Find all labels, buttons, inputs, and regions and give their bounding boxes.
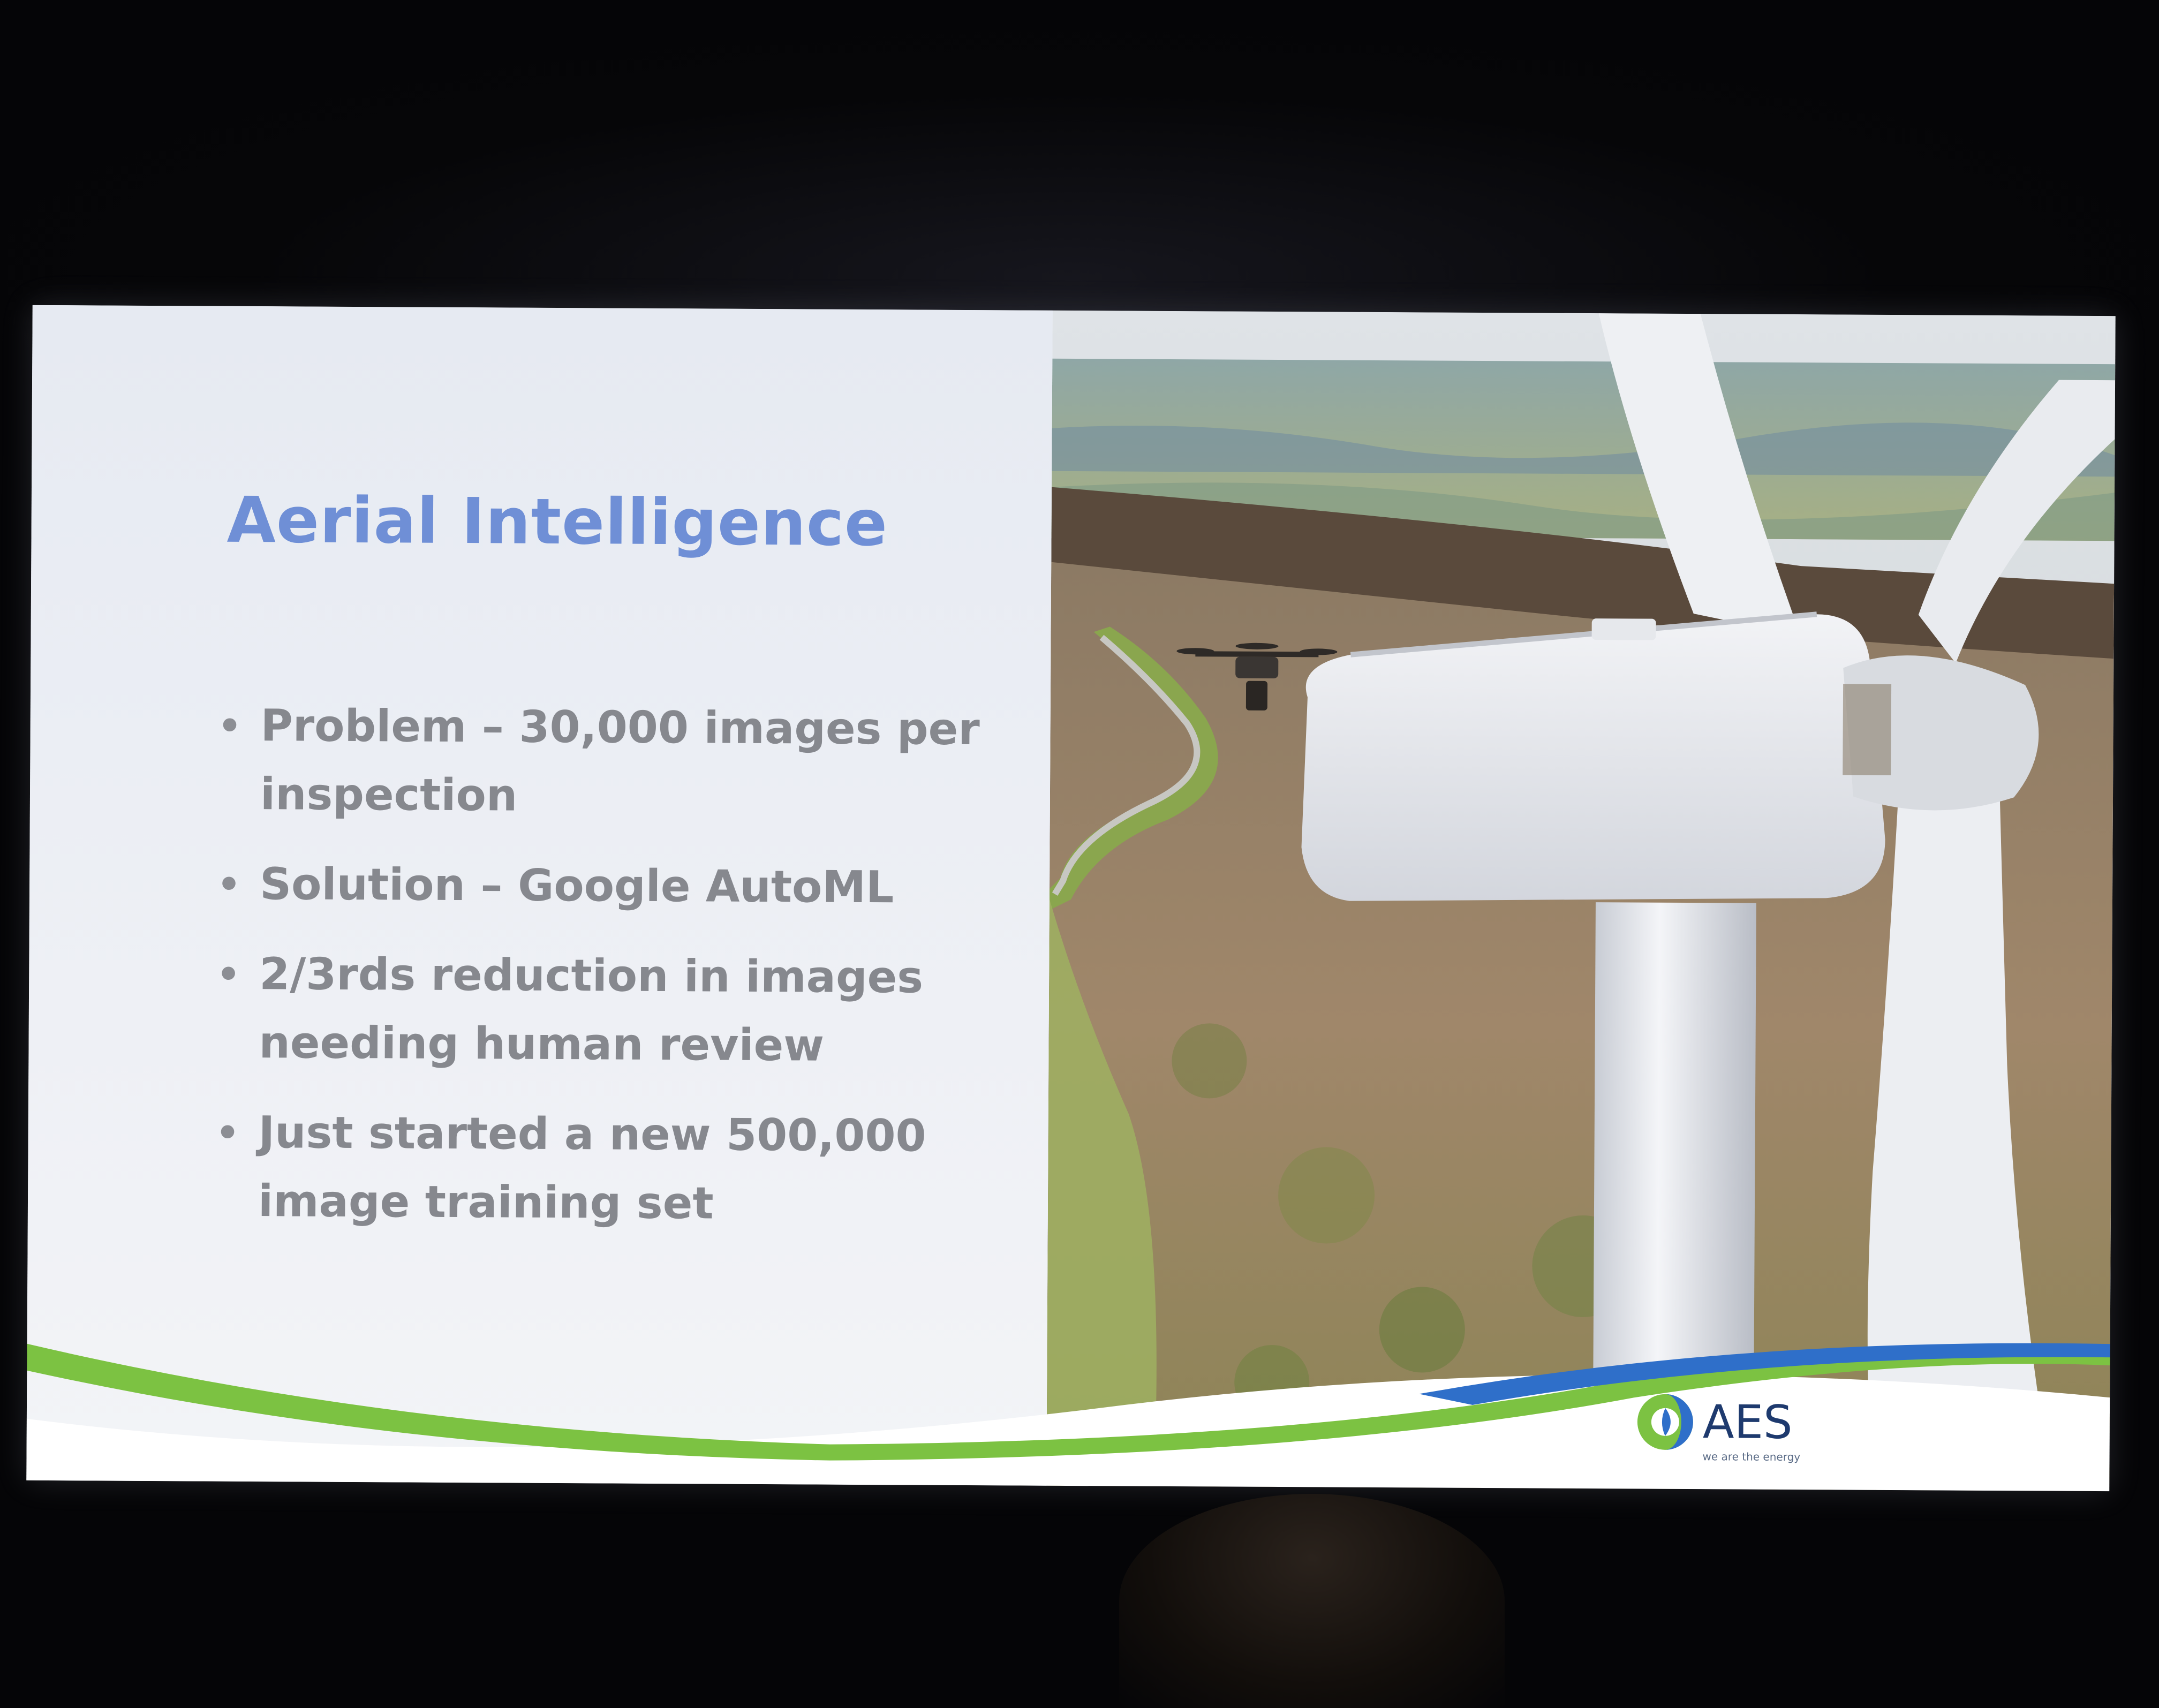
bullet-text: Problem – 30,000 images per inspection — [260, 700, 980, 821]
bullet-dot-icon: • — [217, 704, 242, 748]
bullet-text: Just started a new 500,000 image trainin… — [258, 1107, 926, 1229]
wind-turbine-photo — [1046, 310, 2116, 1492]
drone-icon — [1176, 643, 1338, 711]
slide-title: Aerial Intelligence — [227, 482, 888, 561]
bullet-item: • Solution – Google AutoML — [206, 850, 1010, 923]
logo-wordmark: AES — [1702, 1395, 1793, 1450]
bullet-dot-icon: • — [216, 952, 241, 996]
aes-logo: AES we are the energy — [1633, 1390, 1826, 1471]
bullet-text: Solution – Google AutoML — [259, 859, 894, 913]
aes-logo-icon — [1637, 1394, 1693, 1450]
bullet-dot-icon: • — [215, 1110, 240, 1155]
logo-tagline: we are the energy — [1702, 1450, 1801, 1464]
bullet-text: 2/3rds reduction in images needing human… — [259, 949, 924, 1071]
bullet-item: • Just started a new 500,000 image train… — [205, 1099, 1008, 1240]
bullet-list: • Problem – 30,000 images per inspection… — [204, 692, 1010, 1261]
bullet-item: • Problem – 30,000 images per inspection — [207, 692, 1010, 833]
slide-swoosh-decoration — [26, 1343, 2110, 1492]
bullet-dot-icon: • — [216, 862, 241, 906]
projected-slide: Aerial Intelligence • Problem – 30,000 i… — [26, 305, 2116, 1492]
bullet-item: • 2/3rds reduction in images needing hum… — [205, 940, 1009, 1082]
audience-member-silhouette — [1119, 1494, 1505, 1708]
wind-turbine-with-drone-illustration — [1046, 310, 2116, 1492]
